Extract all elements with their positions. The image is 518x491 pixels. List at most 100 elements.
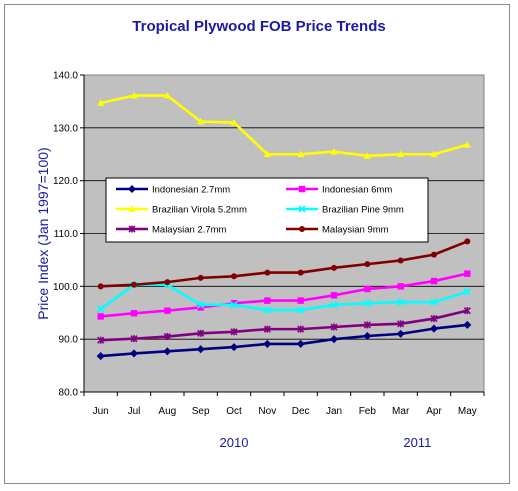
year-label: 2010 <box>220 435 249 450</box>
data-point <box>263 339 272 348</box>
data-point <box>97 336 105 344</box>
legend-item: Indonesian 6mm <box>286 185 392 196</box>
data-point <box>163 332 171 341</box>
data-point <box>163 92 171 99</box>
legend-box <box>105 177 429 243</box>
data-point <box>264 269 271 276</box>
data-point <box>128 225 136 233</box>
data-point <box>363 331 372 341</box>
data-point <box>430 277 438 285</box>
data-point <box>397 150 405 158</box>
x-tick-label: Jan <box>326 406 342 417</box>
marker-stroke <box>397 298 405 306</box>
data-point <box>230 300 238 307</box>
data-point <box>297 325 305 333</box>
marker-stroke <box>463 287 471 296</box>
data-point <box>299 226 305 232</box>
year-label: 2011 <box>403 435 431 450</box>
series-malaysian-2-7mm <box>97 307 471 344</box>
data-point <box>297 297 304 304</box>
data-point <box>331 264 337 271</box>
data-point <box>263 306 271 314</box>
series-line <box>100 323 468 358</box>
series-indonesian-6mm <box>97 270 471 320</box>
data-point <box>329 335 339 344</box>
series-brazilian-virola-5-2mm <box>97 92 471 159</box>
marker-stroke <box>97 305 105 313</box>
marker-stroke <box>197 301 205 309</box>
data-point <box>130 310 138 317</box>
legend-label: Malaysian 9mm <box>322 225 389 236</box>
data-point <box>197 329 205 337</box>
x-tick-label: Oct <box>226 406 242 417</box>
data-point <box>130 335 138 343</box>
data-point <box>164 279 171 286</box>
data-point <box>197 301 205 309</box>
series-line <box>100 309 468 342</box>
marker-stroke <box>330 301 338 309</box>
data-point <box>264 297 271 304</box>
data-point <box>330 301 338 309</box>
marker-stroke <box>363 299 371 307</box>
series-malaysian-9mm <box>97 238 471 290</box>
marker-stroke <box>297 306 305 314</box>
data-point <box>430 314 438 323</box>
data-point <box>397 257 404 264</box>
data-point <box>397 320 405 328</box>
data-point <box>97 283 104 290</box>
data-point <box>230 301 238 309</box>
series-indonesian-2-7mm <box>96 320 472 361</box>
data-point <box>163 347 172 356</box>
series-line <box>100 240 468 288</box>
data-point <box>396 329 405 338</box>
y-tick-label: 100.0 <box>53 282 78 293</box>
data-point <box>429 324 439 333</box>
marker-stroke <box>263 306 271 314</box>
data-point <box>129 349 139 358</box>
data-point <box>431 251 437 258</box>
data-point <box>230 328 238 336</box>
chart-title: Tropical Plywood FOB Price Trends <box>132 18 386 35</box>
data-point <box>463 307 471 315</box>
data-point <box>231 273 237 280</box>
x-tick-label: Feb <box>359 406 377 417</box>
data-point <box>298 205 306 213</box>
data-point <box>296 339 305 348</box>
data-point <box>297 269 304 276</box>
data-point <box>463 320 472 329</box>
data-point <box>197 274 204 281</box>
legend-item: Malaysian 2.7mm <box>116 225 227 236</box>
data-point <box>363 299 371 307</box>
data-point <box>298 185 306 193</box>
x-tick-label: Apr <box>426 406 442 417</box>
marker-stroke <box>230 301 238 309</box>
x-tick-label: Dec <box>292 406 310 417</box>
data-point <box>97 305 105 313</box>
data-point <box>463 287 471 296</box>
data-point <box>127 184 137 194</box>
legend-label: Brazilian Pine 9mm <box>322 205 404 216</box>
data-point <box>397 298 405 306</box>
y-tick-label: 140.0 <box>53 71 78 82</box>
series-line <box>100 94 468 158</box>
data-point <box>464 238 471 245</box>
legend-item: Brazilian Virola 5.2mm <box>116 205 247 216</box>
x-tick-label: Nov <box>258 406 276 417</box>
data-point <box>229 343 239 352</box>
x-tick-label: Sep <box>192 406 210 417</box>
data-point <box>197 304 204 311</box>
data-point <box>464 270 471 277</box>
legend-item: Indonesian 2.7mm <box>116 185 230 196</box>
data-point <box>430 150 438 158</box>
legend-label: Indonesian 2.7mm <box>152 185 230 196</box>
marker-stroke <box>298 205 306 213</box>
legend-label: Brazilian Virola 5.2mm <box>152 205 247 216</box>
y-tick-label: 120.0 <box>53 176 78 187</box>
data-point <box>297 306 305 314</box>
data-point <box>196 345 205 354</box>
data-point <box>330 323 338 331</box>
data-point <box>197 117 205 125</box>
legend-label: Malaysian 2.7mm <box>152 225 227 236</box>
data-point <box>97 313 104 320</box>
